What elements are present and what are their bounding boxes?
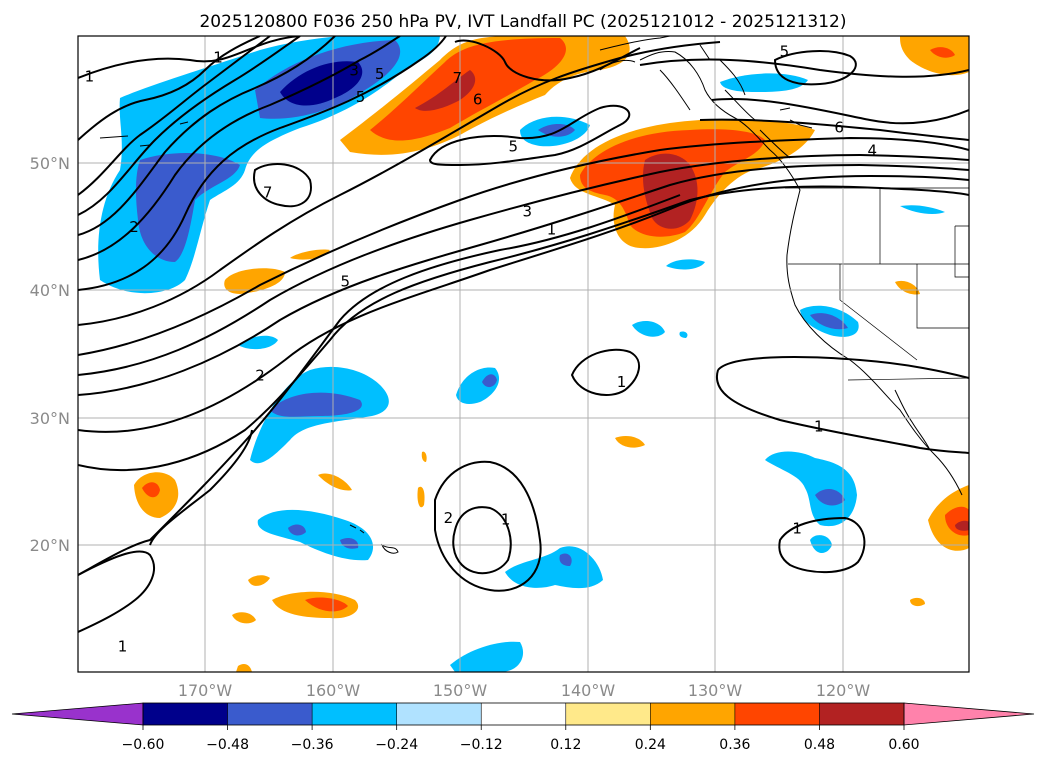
colorbar-segment — [819, 703, 905, 725]
colorbar-extend-high — [903, 702, 1035, 726]
colorbar-segment — [565, 703, 651, 725]
colorbar-extend-low — [11, 702, 144, 726]
colorbar-tick-label: −0.60 — [122, 737, 165, 753]
colorbar-segment — [227, 703, 313, 725]
contour-label: 3 — [523, 203, 533, 221]
contour-label: 6 — [473, 91, 483, 109]
contour-label: 1 — [501, 510, 511, 528]
colorbar-segment — [396, 703, 482, 725]
colorbar-tick-label: −0.24 — [375, 737, 418, 753]
colorbar-segment — [650, 703, 736, 725]
map-frame — [77, 35, 970, 673]
figure-title: 2025120800 F036 250 hPa PV, IVT Landfall… — [199, 12, 846, 32]
colorbar-tick-label: 0.48 — [804, 737, 835, 753]
colorbar-tick-label: −0.36 — [291, 737, 334, 753]
contour-label: 5 — [341, 272, 351, 290]
lat-tick-labels: 50°N 40°N 30°N 20°N — [30, 154, 70, 555]
colorbar-tick-label: −0.48 — [206, 737, 249, 753]
lat-tick-label: 30°N — [30, 409, 70, 428]
lon-tick-label: 140°W — [561, 681, 616, 700]
lon-tick-label: 150°W — [433, 681, 488, 700]
contour-label: 1 — [213, 49, 223, 67]
contour-label: 7 — [263, 183, 273, 201]
lon-tick-label: 120°W — [816, 681, 871, 700]
colorbar-segment — [143, 703, 229, 725]
contour-label: 5 — [356, 88, 366, 106]
colorbar-tick-label: 0.12 — [550, 737, 581, 753]
contour-label: 2 — [444, 509, 454, 527]
contour-label: 5 — [509, 138, 519, 156]
contour-label: 1 — [792, 519, 802, 537]
colorbar-tick-label: 0.24 — [635, 737, 666, 753]
contour-label: 5 — [375, 65, 385, 83]
contour-label: 6 — [834, 119, 844, 137]
contour-label: 5 — [780, 42, 790, 60]
colorbar-tick-label: 0.36 — [719, 737, 750, 753]
contour-label: 1 — [118, 638, 128, 656]
colorbar: −0.60 −0.48 −0.36 −0.24 −0.12 0.12 0.24 0.36 0.4… — [11, 702, 1035, 753]
contour-label: 1 — [85, 68, 95, 86]
lat-tick-label: 40°N — [30, 281, 70, 300]
contour-label: 1 — [814, 418, 824, 436]
colorbar-tick-label: 0.60 — [888, 737, 919, 753]
lon-tick-labels: 170°W 160°W 150°W 140°W 130°W 120°W — [178, 681, 871, 700]
contour-label: 3 — [349, 61, 359, 79]
lon-tick-label: 160°W — [306, 681, 361, 700]
colorbar-tick-label: −0.12 — [460, 737, 503, 753]
lat-tick-label: 20°N — [30, 536, 70, 555]
contour-label: 4 — [867, 141, 877, 159]
colorbar-segment — [312, 703, 398, 725]
contour-label: 7 — [453, 69, 463, 87]
contour-label: 1 — [547, 220, 557, 238]
contour-label: 2 — [255, 367, 265, 385]
colorbar-ticks: −0.60 −0.48 −0.36 −0.24 −0.12 0.12 0.24 0.36 0.4… — [122, 703, 920, 753]
colorbar-segment — [734, 703, 820, 725]
coastline — [99, 36, 963, 554]
colorbar-segments — [143, 703, 905, 725]
lat-tick-label: 50°N — [30, 154, 70, 173]
lon-tick-label: 130°W — [688, 681, 743, 700]
ivt-contours — [78, 36, 969, 633]
contour-label: 2 — [129, 218, 139, 236]
colorbar-segment — [481, 703, 567, 725]
lon-tick-label: 170°W — [178, 681, 233, 700]
contour-label: 1 — [617, 373, 627, 391]
